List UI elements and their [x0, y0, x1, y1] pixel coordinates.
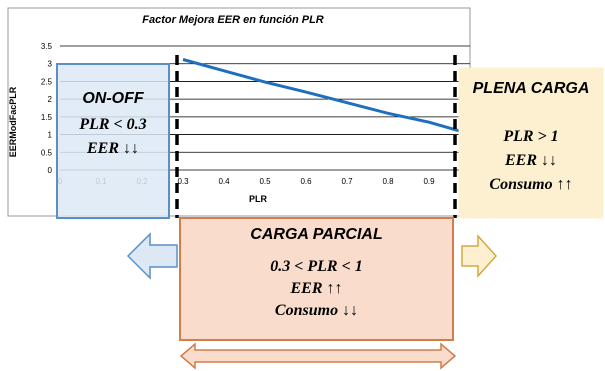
- x-axis-label: PLR: [249, 194, 268, 204]
- y-tick-label: 0: [48, 166, 53, 175]
- x-tick-label: 0.6: [300, 177, 312, 186]
- plena-carga-box: [458, 67, 604, 219]
- x-tick-label: 0.7: [341, 177, 353, 186]
- carga-parcial-box: [179, 217, 454, 341]
- x-tick-label: 0.5: [259, 177, 271, 186]
- carga-parcial-title: CARGA PARCIAL: [250, 226, 383, 243]
- carga-parcial-line2: EER ↑↑: [290, 280, 343, 297]
- carga-parcial-line3: Consumo ↓↓: [274, 302, 359, 319]
- plena-carga-line1: PLR > 1: [503, 128, 559, 145]
- plena-carga-title: PLENA CARGA: [472, 80, 590, 97]
- carga-parcial-line1: 0.3 < PLR < 1: [270, 258, 363, 275]
- y-tick-label: 1.5: [41, 113, 53, 122]
- x-tick-label: 0.4: [218, 177, 230, 186]
- y-tick-label: 3.5: [41, 42, 53, 51]
- y-axis-ticks: 0 0.5 1 1.5 2 2.5 3 3.5: [41, 42, 53, 175]
- arrow-left-icon: [126, 232, 178, 280]
- double-arrow-icon: [179, 342, 457, 370]
- series-line: [182, 58, 471, 136]
- onoff-line1: PLR < 0.3: [79, 116, 147, 133]
- y-axis-label: EERModFacPLR: [8, 86, 18, 157]
- y-tick-label: 0.5: [41, 148, 53, 157]
- onoff-region: [56, 63, 170, 219]
- y-tick-label: 2.5: [41, 77, 53, 86]
- plena-carga-line2: EER ↓↓: [504, 152, 557, 169]
- onoff-title: ON-OFF: [82, 90, 144, 107]
- y-tick-label: 1: [48, 131, 53, 140]
- x-tick-label: 0.9: [423, 177, 435, 186]
- plena-carga-line3: Consumo ↑↑: [489, 176, 573, 193]
- arrow-right-icon: [461, 234, 498, 278]
- onoff-line2: EER ↓↓: [86, 140, 139, 157]
- y-tick-label: 3: [48, 60, 53, 69]
- y-tick-label: 2: [48, 95, 53, 104]
- x-tick-label: 0.8: [382, 177, 394, 186]
- chart-title: Factor Mejora EER en función PLR: [142, 14, 324, 26]
- x-tick-label: 0.3: [177, 177, 189, 186]
